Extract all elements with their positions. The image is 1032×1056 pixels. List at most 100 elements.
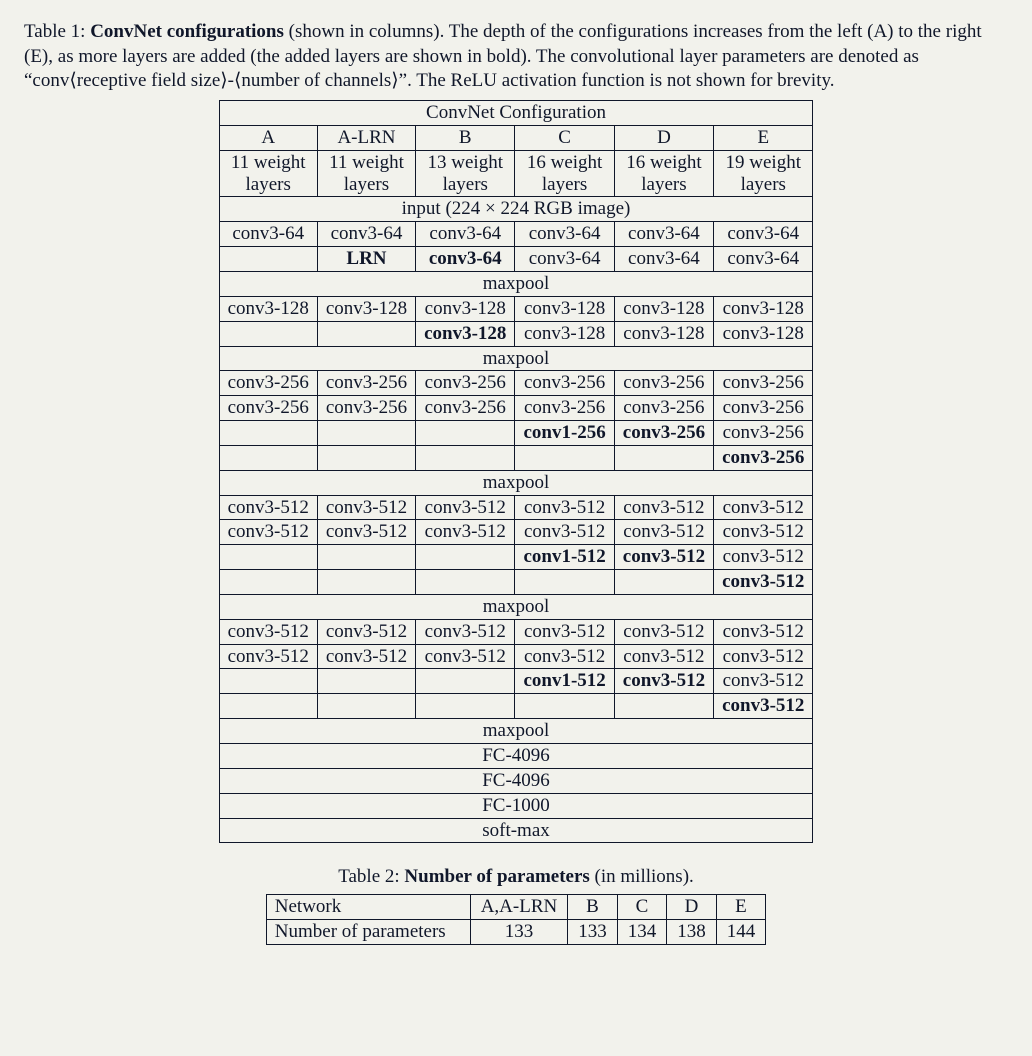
conv-cell <box>219 321 317 346</box>
conv-cell: conv3-512 <box>714 669 813 694</box>
conv-cell: conv3-128 <box>515 296 614 321</box>
conv-cell: conv3-512 <box>614 520 713 545</box>
conv-cell: conv1-512 <box>515 669 614 694</box>
conv-cell <box>219 570 317 595</box>
weight-layers-C: 16 weightlayers <box>515 150 614 197</box>
params-value-1: 133 <box>470 919 568 944</box>
conv-cell: conv3-128 <box>317 296 415 321</box>
col-header-E: E <box>714 125 813 150</box>
conv-cell <box>219 445 317 470</box>
conv-cell: conv3-128 <box>219 296 317 321</box>
conv-cell: conv3-128 <box>614 321 713 346</box>
col-header-D: D <box>614 125 713 150</box>
weight-layers-A-LRN: 11 weightlayers <box>317 150 415 197</box>
conv-cell: conv3-64 <box>416 222 515 247</box>
conv-cell <box>416 570 515 595</box>
conv-cell: conv3-512 <box>614 644 713 669</box>
conv-cell: conv3-512 <box>416 495 515 520</box>
conv-cell: conv1-256 <box>515 421 614 446</box>
conv-cell: conv3-512 <box>416 619 515 644</box>
conv-cell: conv3-512 <box>317 520 415 545</box>
conv-cell: conv3-64 <box>515 247 614 272</box>
conv-cell: conv3-512 <box>614 619 713 644</box>
col-header-A: A <box>219 125 317 150</box>
conv-cell <box>317 545 415 570</box>
conv-cell: conv3-512 <box>714 619 813 644</box>
table2-caption: Table 2: Number of parameters (in millio… <box>24 865 1008 890</box>
conv-cell: conv3-256 <box>416 396 515 421</box>
conv-cell: conv3-64 <box>714 247 813 272</box>
params-header-3: C <box>617 895 667 920</box>
conv-cell: conv3-256 <box>515 371 614 396</box>
weight-layers-B: 13 weightlayers <box>416 150 515 197</box>
conv-cell: conv3-512 <box>219 644 317 669</box>
conv-cell: conv3-512 <box>515 644 614 669</box>
conv-cell: LRN <box>317 247 415 272</box>
conv-cell <box>317 570 415 595</box>
tail-row: soft-max <box>219 818 813 843</box>
params-value-0: Number of parameters <box>266 919 470 944</box>
conv-cell: conv3-512 <box>714 644 813 669</box>
conv-cell: conv3-512 <box>714 694 813 719</box>
conv-cell <box>317 421 415 446</box>
table1-caption: Table 1: ConvNet configurations (shown i… <box>24 20 1008 94</box>
conv-cell <box>515 694 614 719</box>
conv-cell <box>416 669 515 694</box>
params-value-5: 144 <box>716 919 766 944</box>
conv-cell: conv3-256 <box>317 396 415 421</box>
conv-cell: conv3-512 <box>317 644 415 669</box>
conv-cell <box>317 321 415 346</box>
params-header-5: E <box>716 895 766 920</box>
col-header-A-LRN: A-LRN <box>317 125 415 150</box>
conv-cell: conv3-512 <box>219 520 317 545</box>
weight-layers-D: 16 weightlayers <box>614 150 713 197</box>
conv-cell: conv3-512 <box>317 619 415 644</box>
col-header-B: B <box>416 125 515 150</box>
conv-cell <box>219 421 317 446</box>
weight-layers-A: 11 weightlayers <box>219 150 317 197</box>
conv-cell: conv3-512 <box>219 619 317 644</box>
tail-row: FC-1000 <box>219 793 813 818</box>
conv-cell: conv3-256 <box>614 371 713 396</box>
conv-cell <box>219 247 317 272</box>
conv-cell: conv3-512 <box>317 495 415 520</box>
params-header-2: B <box>568 895 618 920</box>
table1-caption-title: ConvNet configurations <box>90 21 284 42</box>
params-header-4: D <box>667 895 717 920</box>
conv-cell: conv3-512 <box>515 495 614 520</box>
params-value-3: 134 <box>617 919 667 944</box>
params-value-4: 138 <box>667 919 717 944</box>
maxpool-row: maxpool <box>219 719 813 744</box>
conv-cell: conv3-128 <box>515 321 614 346</box>
conv-cell: conv3-512 <box>714 545 813 570</box>
conv-cell: conv3-64 <box>614 222 713 247</box>
col-header-C: C <box>515 125 614 150</box>
maxpool-row: maxpool <box>219 470 813 495</box>
conv-cell <box>317 694 415 719</box>
conv-cell: conv3-64 <box>317 222 415 247</box>
conv-cell: conv1-512 <box>515 545 614 570</box>
conv-cell <box>219 545 317 570</box>
params-value-2: 133 <box>568 919 618 944</box>
conv-cell <box>317 669 415 694</box>
conv-cell: conv3-64 <box>219 222 317 247</box>
input-row: input (224 × 224 RGB image) <box>219 197 813 222</box>
conv-cell: conv3-128 <box>416 321 515 346</box>
maxpool-row: maxpool <box>219 346 813 371</box>
conv-cell: conv3-64 <box>515 222 614 247</box>
conv-cell <box>515 570 614 595</box>
conv-cell: conv3-256 <box>714 445 813 470</box>
conv-cell: conv3-256 <box>515 396 614 421</box>
conv-cell: conv3-512 <box>515 619 614 644</box>
conv-cell: conv3-256 <box>614 421 713 446</box>
conv-cell: conv3-512 <box>714 520 813 545</box>
conv-cell: conv3-512 <box>416 644 515 669</box>
conv-cell: conv3-64 <box>614 247 713 272</box>
conv-cell: conv3-256 <box>219 371 317 396</box>
maxpool-row: maxpool <box>219 271 813 296</box>
table2-caption-title: Number of parameters <box>404 866 589 887</box>
conv-cell <box>317 445 415 470</box>
conv-cell <box>515 445 614 470</box>
conv-cell: conv3-256 <box>714 371 813 396</box>
conv-cell <box>614 570 713 595</box>
